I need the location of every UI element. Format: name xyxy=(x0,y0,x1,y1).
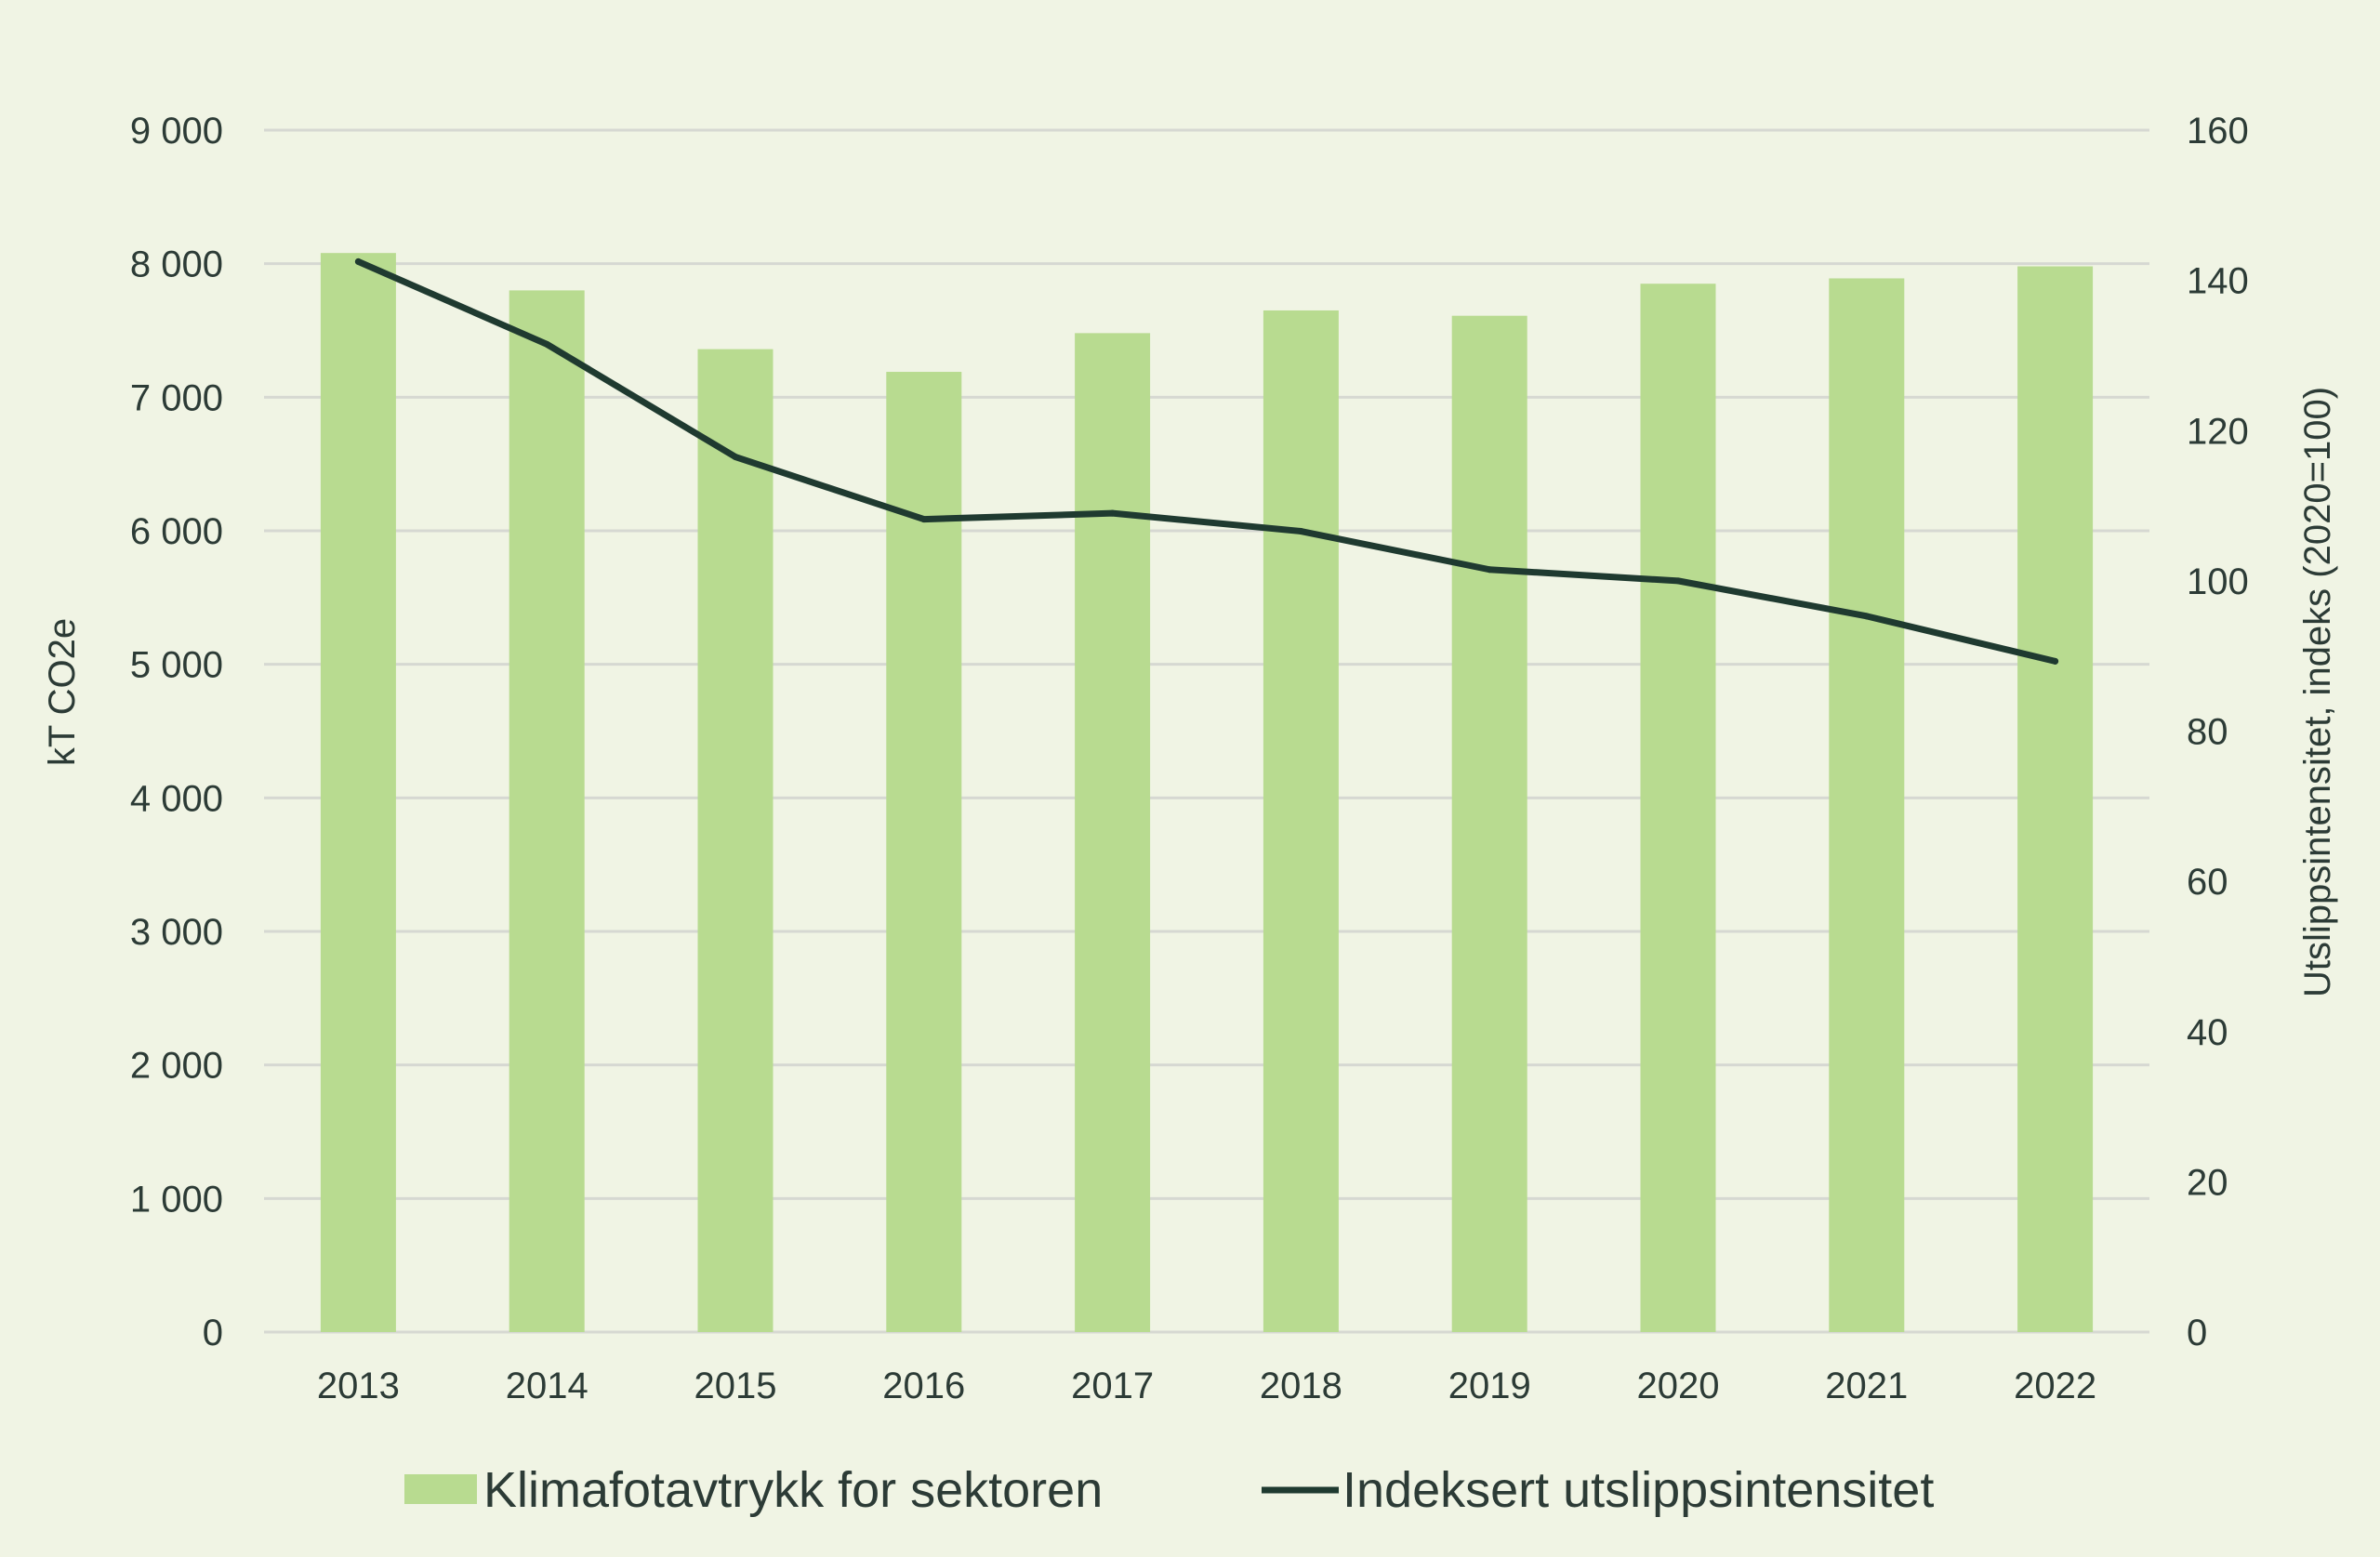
bar xyxy=(509,290,585,1332)
legend-bar-label: Klimafotavtrykk for sektoren xyxy=(483,1462,1103,1518)
line-point xyxy=(1297,528,1304,535)
bar xyxy=(2017,266,2094,1332)
bar xyxy=(1640,284,1716,1332)
left-axis-tick-label: 0 xyxy=(203,1313,223,1353)
left-axis-tick-label: 3 000 xyxy=(130,912,223,953)
x-axis-tick-label: 2021 xyxy=(1825,1366,1908,1406)
legend-bar-swatch xyxy=(404,1474,477,1504)
x-axis-tick-label: 2017 xyxy=(1071,1366,1154,1406)
right-axis-tick-label: 40 xyxy=(2187,1012,2228,1053)
bar xyxy=(320,253,396,1332)
left-axis-tick-label: 8 000 xyxy=(130,244,223,285)
x-axis-tick-label: 2022 xyxy=(2014,1366,2096,1406)
right-axis-tick-label: 60 xyxy=(2187,862,2228,903)
left-axis-tick-label: 7 000 xyxy=(130,377,223,418)
legend: Klimafotavtrykk for sektoren Indeksert u… xyxy=(404,1462,1934,1518)
line-point xyxy=(1486,566,1493,574)
bar xyxy=(697,349,774,1333)
bar-series xyxy=(320,253,2094,1333)
line-point xyxy=(543,340,550,348)
x-axis-tick-label: 2016 xyxy=(882,1366,965,1406)
left-axis-tick-label: 9 000 xyxy=(130,111,223,152)
bar xyxy=(1451,315,1527,1332)
left-axis-tick-label: 1 000 xyxy=(130,1179,223,1220)
x-axis-tick-label: 2014 xyxy=(506,1366,588,1406)
bar xyxy=(1075,333,1151,1333)
x-axis-tick-label: 2013 xyxy=(317,1366,400,1406)
right-axis-tick-label: 160 xyxy=(2187,111,2249,152)
line-point xyxy=(1674,577,1682,585)
legend-line-label: Indeksert utslippsintensitet xyxy=(1342,1462,1934,1518)
right-axis-tick-label: 100 xyxy=(2187,561,2249,602)
left-axis-tick-label: 5 000 xyxy=(130,645,223,686)
right-axis-tick-label: 140 xyxy=(2187,261,2249,302)
line-path xyxy=(354,257,2059,665)
x-axis-tick-label: 2018 xyxy=(1260,1366,1342,1406)
left-axis-tick-label: 6 000 xyxy=(130,511,223,552)
right-axis-title: Utslippsintensitet, indeks (2020=100) xyxy=(2297,387,2338,997)
right-axis-tick-label: 120 xyxy=(2187,411,2249,452)
x-axis-ticks: 2013 2014 2015 2016 2017 2018 2019 2020 2021 2022 xyxy=(317,1366,2096,1406)
x-axis-tick-label: 2015 xyxy=(694,1366,777,1406)
line-point xyxy=(2052,657,2059,665)
line-series xyxy=(354,257,2059,665)
line-point xyxy=(732,454,739,461)
right-axis-ticks: 0 20 40 60 80 100 120 140 160 xyxy=(2187,111,2249,1353)
right-axis-tick-label: 80 xyxy=(2187,712,2228,753)
bar xyxy=(1829,278,1905,1333)
right-axis-tick-label: 20 xyxy=(2187,1162,2228,1203)
bar xyxy=(886,372,962,1333)
x-axis-tick-label: 2020 xyxy=(1637,1366,1720,1406)
right-axis-tick-label: 0 xyxy=(2187,1313,2207,1353)
line-point xyxy=(1109,509,1117,517)
x-axis-tick-label: 2019 xyxy=(1448,1366,1531,1406)
left-axis-tick-label: 4 000 xyxy=(130,778,223,819)
line-point xyxy=(1863,613,1871,620)
left-axis-tick-label: 2 000 xyxy=(130,1046,223,1087)
bar xyxy=(1263,310,1339,1333)
left-axis-ticks: 0 1 000 2 000 3 000 4 000 5 000 6 000 7 000 8 00… xyxy=(130,111,223,1353)
line-point xyxy=(354,257,362,265)
left-axis-title: kT CO2e xyxy=(42,618,83,766)
line-point xyxy=(920,516,928,523)
